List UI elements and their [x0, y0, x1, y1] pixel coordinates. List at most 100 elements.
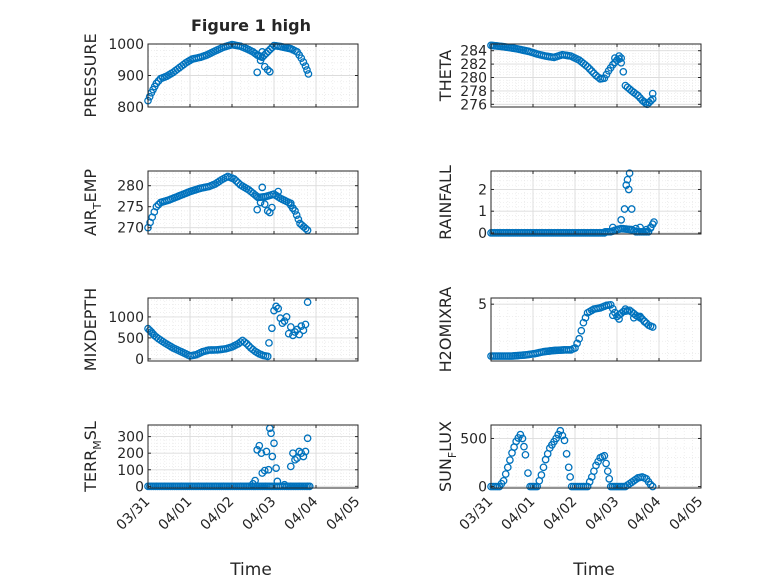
data-point — [617, 58, 626, 67]
data-point — [624, 185, 633, 194]
y-tick-label: 200 — [117, 446, 144, 462]
y-tick-label: 276 — [460, 97, 487, 113]
y-tick-label: 300 — [117, 430, 144, 446]
data-point — [258, 183, 267, 192]
x-tick-label: 04/03 — [240, 494, 280, 534]
y-tick-label: 2 — [478, 182, 487, 198]
y-axis-label: RAINFALL — [436, 165, 455, 240]
data-point — [566, 473, 575, 481]
data-point — [265, 67, 274, 76]
data-point — [244, 342, 253, 350]
data-point — [646, 223, 655, 232]
y-axis-label: SUNFLUX — [436, 421, 459, 492]
data-point — [272, 464, 280, 472]
data-point — [619, 67, 628, 76]
data-point — [267, 429, 275, 438]
x-axis-label-left: Time — [229, 560, 272, 580]
data-point — [636, 312, 644, 321]
data-point — [617, 216, 626, 224]
data-point — [256, 56, 265, 65]
y-tick-label: 1000 — [108, 37, 144, 53]
figure-title: Figure 1 high — [191, 16, 311, 35]
data-point — [297, 54, 306, 63]
data-point — [304, 70, 313, 78]
y-axis-label: THETA — [436, 50, 455, 102]
data-point — [585, 65, 594, 73]
data-point — [263, 65, 272, 74]
data-point — [291, 455, 299, 464]
data-point — [292, 211, 301, 219]
data-point — [264, 465, 273, 474]
x-tick-label: 04/02 — [541, 494, 581, 534]
y-axis-label: PRESSURE — [81, 33, 100, 117]
data-point — [590, 69, 598, 78]
axes-box — [490, 424, 702, 489]
data-series — [144, 172, 312, 235]
data-point — [564, 463, 573, 472]
data-point — [648, 482, 657, 491]
data-point — [268, 452, 277, 461]
data-point — [602, 459, 610, 468]
x-tick-label: 04/05 — [667, 494, 707, 534]
data-point — [230, 175, 238, 183]
data-series — [487, 41, 657, 109]
x-tick-label: 04/04 — [625, 494, 665, 534]
data-point — [242, 339, 251, 348]
data-point — [640, 317, 649, 326]
y-tick-label: 5 — [478, 297, 487, 313]
data-point — [303, 298, 312, 307]
data-point — [594, 457, 602, 466]
y-tick-label: 0 — [478, 226, 487, 242]
y-tick-label: 800 — [117, 100, 144, 116]
data-point — [294, 215, 303, 224]
data-point — [286, 462, 295, 471]
data-point — [303, 226, 312, 235]
data-series — [144, 424, 314, 491]
data-point — [270, 306, 278, 315]
y-tick-label: 278 — [460, 84, 487, 100]
data-point — [301, 320, 310, 329]
y-tick-label: 1000 — [108, 310, 144, 326]
data-point — [625, 169, 634, 178]
x-tick-label: 04/01 — [499, 494, 539, 534]
data-point — [606, 300, 615, 309]
axes-box — [147, 424, 359, 489]
data-point — [600, 74, 609, 83]
data-point — [571, 344, 579, 352]
data-point — [562, 449, 571, 458]
data-point — [575, 334, 584, 343]
data-point — [272, 302, 280, 311]
y-axis-label: AIRTEMP — [81, 169, 104, 236]
y-tick-label: 284 — [460, 44, 487, 60]
data-point — [650, 218, 658, 226]
data-point — [266, 45, 274, 54]
y-tick-label: 1 — [478, 204, 487, 220]
axes-box — [147, 297, 359, 362]
data-point — [587, 67, 596, 75]
x-tick-label: 04/04 — [282, 494, 322, 534]
data-point — [152, 79, 161, 88]
data-point — [305, 482, 314, 491]
x-tick-label: 04/02 — [198, 494, 238, 534]
data-point — [286, 323, 295, 331]
data-point — [623, 175, 632, 184]
y-tick-label: 280 — [460, 71, 487, 87]
subplot-h2omixra: 5 H2OMIXRA — [436, 287, 702, 372]
data-point — [274, 187, 283, 196]
data-point — [262, 49, 271, 58]
data-point — [253, 205, 262, 214]
data-point — [268, 203, 276, 212]
data-point — [585, 477, 594, 486]
axes-box — [490, 297, 702, 362]
data-point — [260, 466, 269, 475]
data-point — [647, 96, 655, 105]
subplot-terr-msl: 03/31 04/01 04/02 04/03 04/04 04/05 0100200300… — [81, 421, 363, 534]
data-point — [297, 322, 306, 330]
data-point — [600, 451, 609, 460]
y-tick-label: 500 — [460, 431, 487, 447]
data-point — [301, 447, 310, 456]
data-point — [258, 48, 267, 56]
data-point — [644, 227, 653, 236]
data-point — [608, 60, 617, 69]
